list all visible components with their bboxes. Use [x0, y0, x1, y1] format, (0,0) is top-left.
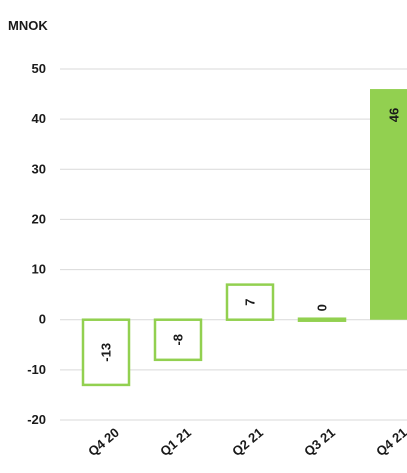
bar: [81, 318, 131, 387]
bar: [225, 283, 275, 321]
y-tick-label: -10: [27, 362, 46, 377]
y-tick-label: 30: [32, 161, 46, 176]
unit-label: MNOK: [8, 18, 48, 33]
bars: [81, 89, 407, 387]
data-label: 7: [243, 299, 258, 306]
x-tick-label: Q3 21: [301, 425, 338, 459]
data-label: -13: [99, 343, 114, 362]
y-tick-label: 0: [39, 312, 46, 327]
x-tick-label: Q2 21: [229, 425, 266, 459]
y-tick-label: 20: [32, 211, 46, 226]
data-label: 0: [315, 304, 330, 311]
x-tick-label: Q4 20: [85, 425, 122, 459]
x-axis-ticks: Q4 20 Q1 21 Q2 21 Q3 21 Q4 21: [85, 425, 407, 459]
x-tick-label: Q1 21: [157, 425, 194, 459]
bar: [153, 318, 203, 362]
y-tick-label: 40: [32, 111, 46, 126]
x-tick-label: Q4 21: [373, 425, 407, 459]
data-label: 46: [387, 108, 402, 122]
y-axis-ticks: 50 40 30 20 10 0 -10 -20: [27, 61, 46, 427]
y-tick-label: 10: [32, 262, 46, 277]
y-tick-label: 50: [32, 61, 46, 76]
bar: [370, 89, 407, 320]
bar: [297, 317, 347, 322]
data-label: -8: [171, 334, 186, 346]
data-labels: -13 -8 7 0 46: [99, 108, 402, 362]
y-tick-label: -20: [27, 412, 46, 427]
